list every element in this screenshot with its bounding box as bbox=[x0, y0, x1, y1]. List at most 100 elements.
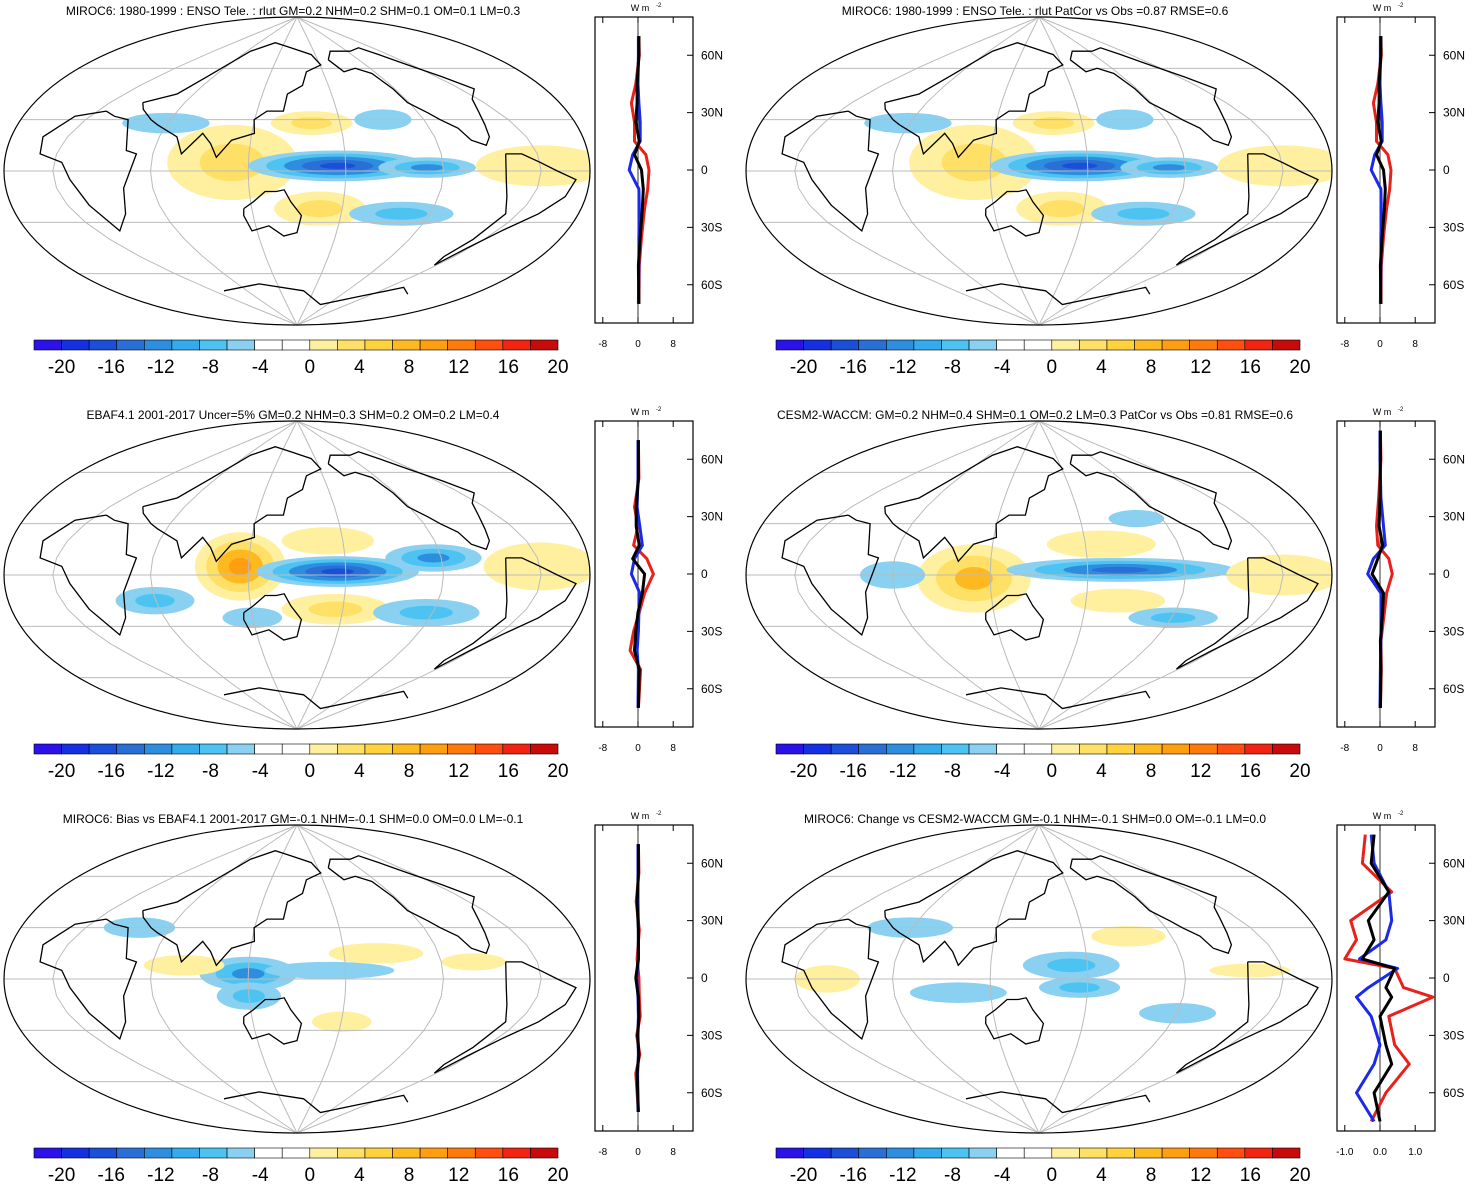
coastline bbox=[965, 283, 1151, 306]
longitude-gridline bbox=[1038, 421, 1089, 729]
longitude-gridline bbox=[247, 421, 298, 729]
anomaly-patch bbox=[281, 527, 374, 555]
units-exponent: -2 bbox=[1398, 3, 1404, 9]
longitude-gridline bbox=[296, 825, 347, 1133]
colorbar-box bbox=[1106, 743, 1135, 755]
anomaly-patch bbox=[375, 207, 428, 220]
colorbar-box bbox=[1244, 339, 1273, 351]
coastline bbox=[965, 687, 1151, 710]
colorbar-box bbox=[419, 1147, 448, 1159]
anomaly-patch bbox=[1091, 925, 1166, 947]
colorbar-label: 8 bbox=[1146, 761, 1157, 782]
latitude-label: 30N bbox=[1443, 510, 1465, 524]
units-exponent: -2 bbox=[1398, 407, 1404, 413]
colorbar-box bbox=[447, 743, 476, 755]
coastline bbox=[39, 110, 138, 233]
longitude-gridline bbox=[149, 825, 298, 1133]
colorbar-label: -4 bbox=[252, 357, 269, 378]
colorbar-label: 4 bbox=[1096, 1165, 1107, 1186]
coastline bbox=[1175, 557, 1319, 670]
anomaly-patch bbox=[222, 607, 283, 629]
colorbar-box bbox=[1244, 743, 1273, 755]
colorbar-label: 20 bbox=[547, 357, 568, 378]
anomaly-patch bbox=[1209, 963, 1291, 978]
latitude-label: 60N bbox=[701, 48, 723, 62]
colorbar-box bbox=[447, 339, 476, 351]
latitude-label: 60S bbox=[701, 278, 722, 292]
coastline bbox=[39, 918, 138, 1041]
zonal-frame bbox=[594, 824, 694, 1132]
colorbar-box bbox=[1244, 1147, 1273, 1159]
longitude-gridline bbox=[1038, 825, 1089, 1133]
colorbar-box bbox=[309, 339, 338, 351]
map-area bbox=[746, 825, 1332, 1133]
colorbar-label: -20 bbox=[48, 357, 75, 378]
colorbar-box bbox=[474, 1147, 504, 1159]
colorbar-box bbox=[1161, 1147, 1190, 1159]
colorbar-box bbox=[33, 339, 62, 351]
colorbar-label: 8 bbox=[1146, 1165, 1157, 1186]
colorbar-box bbox=[116, 1147, 145, 1159]
zonal-series-diff bbox=[1370, 430, 1385, 708]
x-tick-label: 0.0 bbox=[1373, 1147, 1387, 1158]
latitude-label: 30N bbox=[1443, 914, 1465, 928]
coastline bbox=[985, 997, 1045, 1045]
colorbar-box bbox=[171, 339, 200, 351]
colorbar-label: 20 bbox=[1289, 1165, 1310, 1186]
colorbar-label: -8 bbox=[202, 761, 219, 782]
colorbar-box bbox=[226, 339, 255, 351]
colorbar-box bbox=[337, 339, 366, 351]
colorbar-label: 20 bbox=[547, 1165, 568, 1186]
colorbar-box bbox=[337, 743, 366, 755]
colorbar-box bbox=[364, 339, 393, 351]
longitude-gridline bbox=[52, 17, 298, 325]
anomaly-patch bbox=[1091, 566, 1149, 573]
colorbar-box bbox=[858, 1147, 887, 1159]
x-tick-label: 8 bbox=[670, 339, 676, 350]
colorbar-box bbox=[474, 743, 504, 755]
anomaly-patch bbox=[1061, 162, 1098, 169]
colorbar-box bbox=[88, 339, 118, 351]
colorbar-label: 0 bbox=[1047, 1165, 1058, 1186]
panel-1: MIROC6: 1980-1999 : ENSO Tele. : rlut GM… bbox=[0, 0, 741, 395]
panel-5: MIROC6: Bias vs EBAF4.1 2001-2017 GM=-0.… bbox=[0, 808, 741, 1203]
colorbar-box bbox=[913, 339, 942, 351]
latitude-label: 60S bbox=[1443, 1086, 1464, 1100]
panel-graphic: -20 -16 -12 -8 -4 0 4 8 12 16 20 -1.0 0.0 1.0 W m -2 60N… bbox=[745, 811, 1465, 1186]
longitude-gridline bbox=[794, 825, 1040, 1133]
units-label: W m bbox=[631, 3, 650, 13]
colorbar-box bbox=[830, 743, 860, 755]
units-exponent: -2 bbox=[656, 811, 662, 817]
longitude-gridline bbox=[52, 825, 298, 1133]
panel-graphic: -20 -16 -12 -8 -4 0 4 8 12 16 20 -8 0 8 W m -2 60N 30N 0 30… bbox=[745, 407, 1465, 782]
latitude-label: 0 bbox=[1443, 567, 1450, 581]
latitude-label: 30S bbox=[701, 624, 722, 638]
colorbar-box bbox=[530, 1147, 559, 1159]
colorbar-box bbox=[116, 743, 145, 755]
panel-title: CESM2-WACCM: GM=0.2 NHM=0.4 SHM=0.1 OM=0… bbox=[776, 408, 1294, 422]
anomaly-patch bbox=[1059, 982, 1100, 993]
latitude-label: 60S bbox=[1443, 682, 1464, 696]
anomaly-patch bbox=[1046, 530, 1156, 558]
colorbar-label: -12 bbox=[147, 357, 174, 378]
anomaly-patch bbox=[1070, 588, 1166, 613]
colorbar-box bbox=[858, 743, 887, 755]
coastline bbox=[243, 189, 303, 237]
longitude-gridline bbox=[891, 17, 1040, 325]
map-border bbox=[745, 824, 1333, 1134]
colorbar-box bbox=[1161, 743, 1190, 755]
panel-title: MIROC6: Change vs CESM2-WACCM GM=-0.1 NH… bbox=[803, 812, 1267, 826]
colorbar-box bbox=[144, 743, 173, 755]
coastline bbox=[223, 1091, 409, 1114]
colorbar-label: 16 bbox=[1240, 1165, 1261, 1186]
latitude-label: 60N bbox=[701, 452, 723, 466]
zonal-series-diff bbox=[631, 440, 647, 708]
colorbar-label: 16 bbox=[1240, 357, 1261, 378]
colorbar-box bbox=[419, 743, 448, 755]
coastline bbox=[223, 283, 409, 306]
zonal-series-diff bbox=[633, 36, 645, 304]
colorbar-label: -4 bbox=[994, 1165, 1011, 1186]
colorbar-label: -20 bbox=[790, 1165, 817, 1186]
colorbar-box bbox=[61, 743, 90, 755]
colorbar-box bbox=[996, 1147, 1025, 1159]
